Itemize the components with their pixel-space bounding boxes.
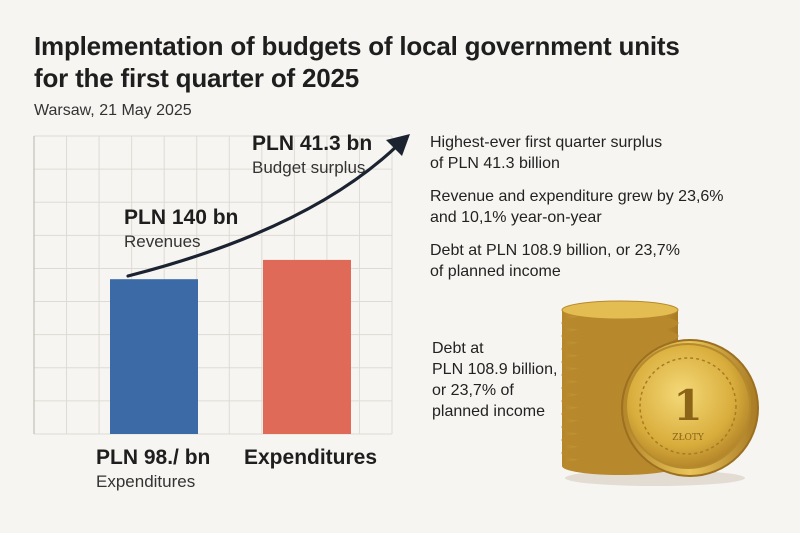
bar-1 (110, 279, 198, 434)
coin-engraving: ZŁOTY (672, 433, 705, 443)
highlight-line: and 10,1% year-on-year (430, 209, 602, 226)
bar-2-label: Expenditures (244, 446, 378, 469)
title-line-1: Implementation of budgets of local gover… (34, 31, 680, 61)
coin-face-digit: 1 (673, 381, 702, 430)
bar-1-value-label: PLN 98./ bn (96, 446, 211, 469)
debt-line: planned income (432, 403, 545, 420)
debt-line: PLN 108.9 billion, (432, 361, 558, 378)
revenue-value: PLN 140 bn (124, 206, 239, 229)
highlight-debt: Debt at PLN 108.9 billion, or 23,7% of p… (430, 240, 780, 282)
coin-stack-illustration: 1 ZŁOTY (561, 300, 759, 486)
highlights-list: Highest-ever first quarter surplus of PL… (430, 132, 780, 294)
bar-1-caption: Expenditures (96, 472, 196, 491)
debt-line: Debt at (432, 340, 484, 357)
highlight-line: of PLN 41.3 billion (430, 155, 560, 172)
trend-arrow (126, 143, 400, 278)
highlight-line: Highest-ever first quarter surplus (430, 134, 663, 151)
highlight-growth: Revenue and expenditure grew by 23,6% an… (430, 186, 780, 228)
debt-line: or 23,7% of (432, 382, 514, 399)
title-line-2: for the first quarter of 2025 (34, 63, 360, 93)
front-coin-icon: 1 ZŁOTY (621, 339, 759, 477)
trend-arrow-head (386, 134, 410, 156)
subtitle: Warsaw, 21 May 2025 (34, 102, 192, 119)
highlight-surplus: Highest-ever first quarter surplus of PL… (430, 132, 780, 174)
highlight-line: Revenue and expenditure grew by 23,6% (430, 188, 724, 205)
stacked-coin (561, 300, 679, 332)
debt-callout: Debt at PLN 108.9 billion, or 23,7% of p… (432, 338, 557, 422)
highlight-line: Debt at PLN 108.9 billion, or 23,7% (430, 242, 680, 259)
highlight-line: of planned income (430, 263, 561, 280)
page-title: Implementation of budgets of local gover… (34, 30, 774, 94)
surplus-caption: Budget surplus (252, 158, 366, 177)
bar-2 (263, 259, 351, 434)
surplus-value: PLN 41.3 bn (252, 132, 373, 155)
revenue-caption: Revenues (124, 232, 201, 251)
chart-bars (110, 259, 351, 434)
